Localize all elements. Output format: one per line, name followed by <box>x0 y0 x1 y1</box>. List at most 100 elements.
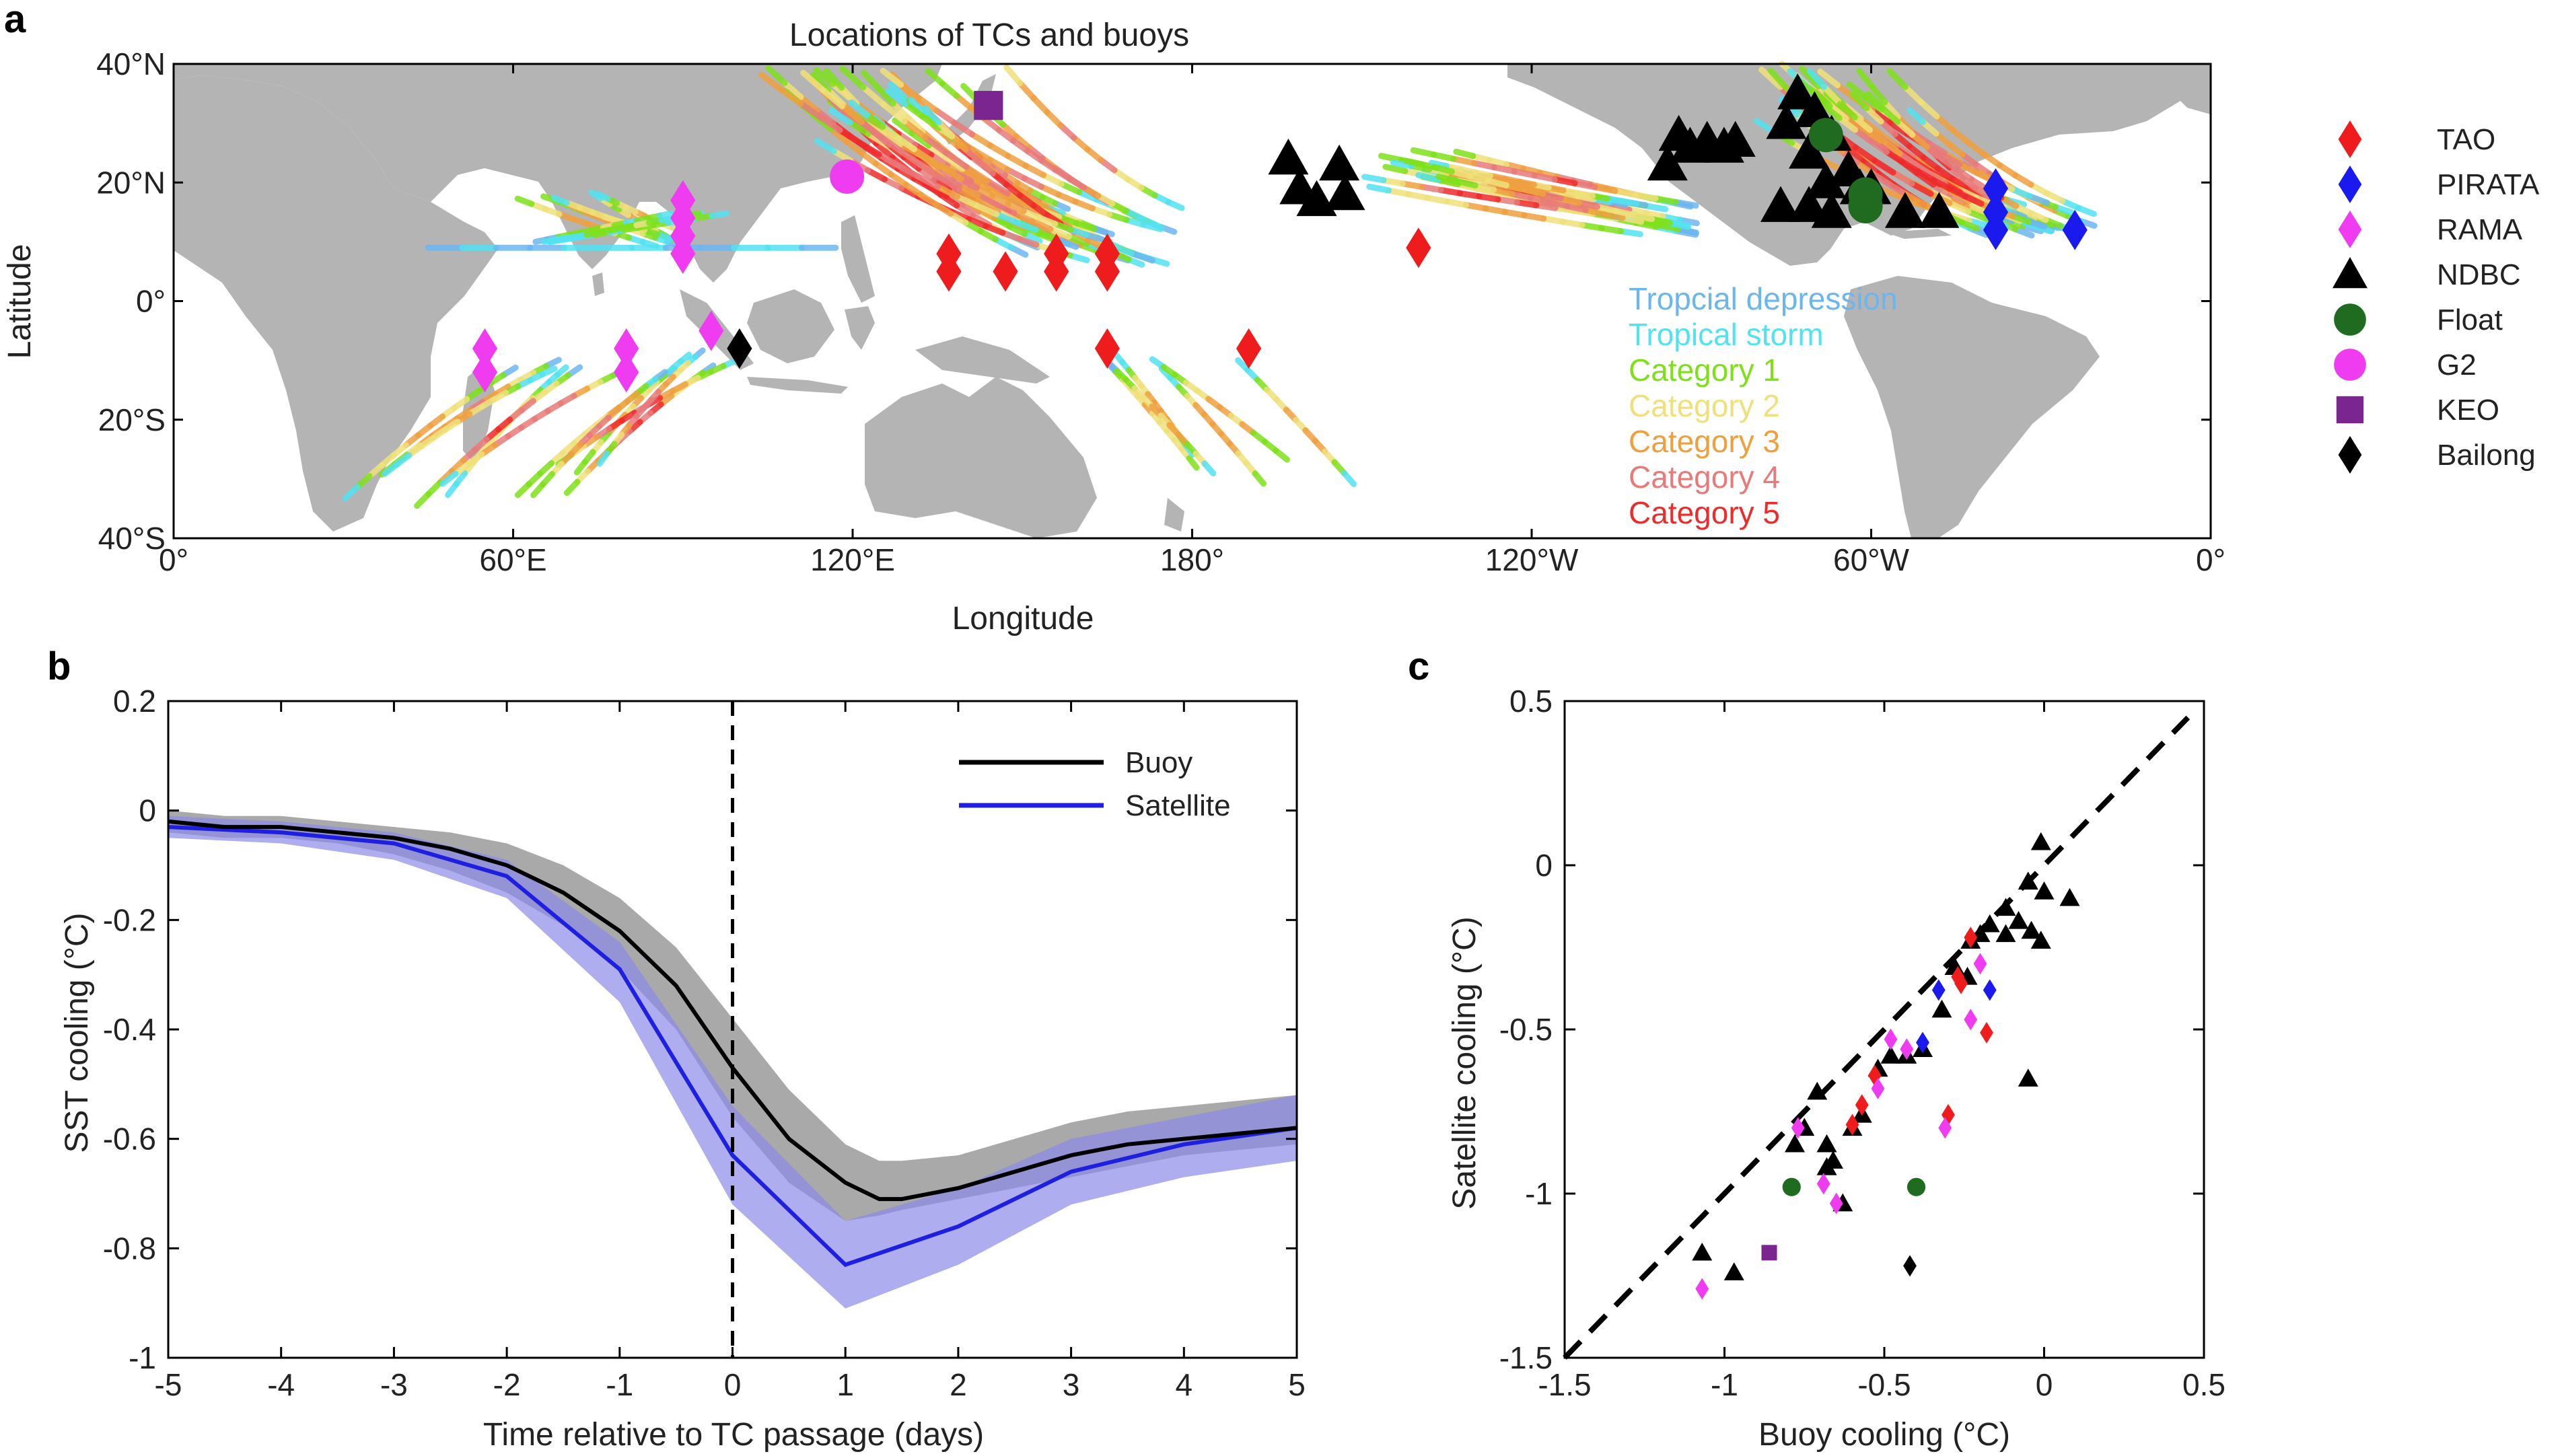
track-atl <box>1865 91 1886 112</box>
buoy-marker-pirata <box>1983 168 2009 209</box>
track-wpac <box>968 177 992 192</box>
track-nio-td <box>656 210 674 219</box>
track-atl <box>1939 151 1963 168</box>
track-wpac <box>820 87 846 110</box>
track-epac <box>1476 193 1501 203</box>
buoy-marker-tao <box>1094 233 1120 274</box>
track-wpac <box>892 117 915 137</box>
track-atl <box>1909 180 1934 197</box>
legend-label-keo: KEO <box>2437 394 2499 427</box>
track-wpac <box>925 142 949 161</box>
track-wpac <box>895 162 921 180</box>
track-epac <box>1656 222 1681 232</box>
scatter-point-ndbc <box>1723 1262 1744 1280</box>
track-wpac <box>873 140 896 161</box>
map-xtick-label: 60°W <box>1833 542 1910 577</box>
scatter-point-tao <box>1855 1094 1869 1116</box>
track-sio <box>342 484 361 502</box>
track-wpac <box>1055 191 1079 205</box>
legend-label-bailong: Bailong <box>2437 439 2536 472</box>
track-atl <box>1886 119 1911 137</box>
scatter-point-ndbc <box>2018 871 2038 890</box>
track-wpac <box>839 65 867 91</box>
track-atl <box>1852 126 1874 145</box>
track-atl <box>1906 143 1927 161</box>
track-epac <box>1511 168 1538 179</box>
track-wpac <box>987 142 1011 159</box>
scatter-ytick-label: 0 <box>1535 848 1553 883</box>
buoy-marker-ndbc <box>1806 162 1847 198</box>
land-sulawesi <box>845 306 875 350</box>
land-borneo <box>747 289 834 363</box>
timeseries-xlabel: Time relative to TC passage (days) <box>483 1417 984 1453</box>
track-atl <box>1859 158 1882 177</box>
track-epac <box>1491 186 1516 197</box>
buoy-marker-rama <box>670 233 696 274</box>
track-wpac <box>927 156 949 173</box>
track-wpac <box>974 203 1000 217</box>
track-atl <box>1846 81 1869 101</box>
timeseries-xtick-label: -3 <box>380 1367 408 1402</box>
track-atl <box>1933 113 1956 133</box>
map-ticks: 0° 60°E 120°E 180° 120°W 60°W 0° 40°N 20°N 0° 20°S… <box>96 46 2225 577</box>
track-epac <box>1430 151 1457 162</box>
track-spac <box>1201 460 1217 477</box>
track-wpac <box>970 147 994 163</box>
scatter-point-ndbc <box>2059 887 2080 906</box>
buoy-marker-ndbc <box>1647 144 1688 181</box>
track-wpac <box>933 107 958 126</box>
scatter-xtick-label: 0.5 <box>2182 1367 2225 1402</box>
track-atl <box>1856 67 1876 90</box>
track-wpac <box>915 166 937 183</box>
track-atl <box>1867 126 1888 145</box>
buoy-marker-tao <box>1044 233 1069 274</box>
buoy-marker-rama <box>614 352 639 393</box>
track-epac <box>1672 198 1699 209</box>
track-wpac <box>943 149 970 170</box>
track-atl <box>1837 101 1858 120</box>
map-ylabel: Latitude <box>2 244 38 359</box>
track-wpac <box>880 67 904 88</box>
scatter-point-rama <box>1973 953 1987 975</box>
track-wpac <box>949 133 969 153</box>
land-australia <box>865 377 1097 538</box>
track-atl <box>1859 127 1882 145</box>
track-atl <box>2026 193 2051 206</box>
land-southamerica <box>1844 276 2100 538</box>
track-wpac <box>942 166 964 182</box>
track-epac <box>1386 187 1411 198</box>
track-wpac <box>954 202 976 219</box>
track-wpac <box>901 118 929 141</box>
legend-marker-tao <box>2338 120 2362 158</box>
track-atl <box>1909 131 1931 151</box>
track-sio <box>439 470 459 487</box>
scatter-point-tao <box>1964 926 1978 949</box>
buoy-marker-tao <box>1406 227 1431 268</box>
track-atl <box>1883 149 1906 166</box>
track-epac <box>1521 212 1547 222</box>
track-wpac <box>908 96 929 117</box>
track-wpac <box>911 146 933 163</box>
timeseries-xtick-label: 0 <box>724 1367 742 1402</box>
scatter-ylabel: Satellite cooling (°C) <box>1447 916 1483 1209</box>
track-atl <box>1899 159 1921 175</box>
track-epac <box>1674 225 1700 236</box>
track-epac <box>1594 203 1619 215</box>
timeseries-ytick-label: 0 <box>139 793 156 828</box>
track-atl <box>1853 159 1876 176</box>
track-wpac <box>1030 95 1050 116</box>
track-atl <box>2009 186 2033 200</box>
track-epac <box>1503 182 1528 193</box>
track-wpac <box>873 160 894 178</box>
track-epac <box>1450 155 1477 166</box>
track-wpac <box>1011 210 1036 225</box>
timeseries-xtick-label: 3 <box>1063 1367 1080 1402</box>
track-wpac <box>810 72 832 94</box>
track-epac <box>1571 180 1598 190</box>
buoy-marker-tao <box>936 233 962 274</box>
track-wpac <box>864 167 888 183</box>
track-wpac <box>828 107 853 126</box>
buoy-marker-rama <box>614 328 639 369</box>
scatter-point-keo <box>1761 1245 1777 1261</box>
track-epac <box>1540 215 1566 225</box>
